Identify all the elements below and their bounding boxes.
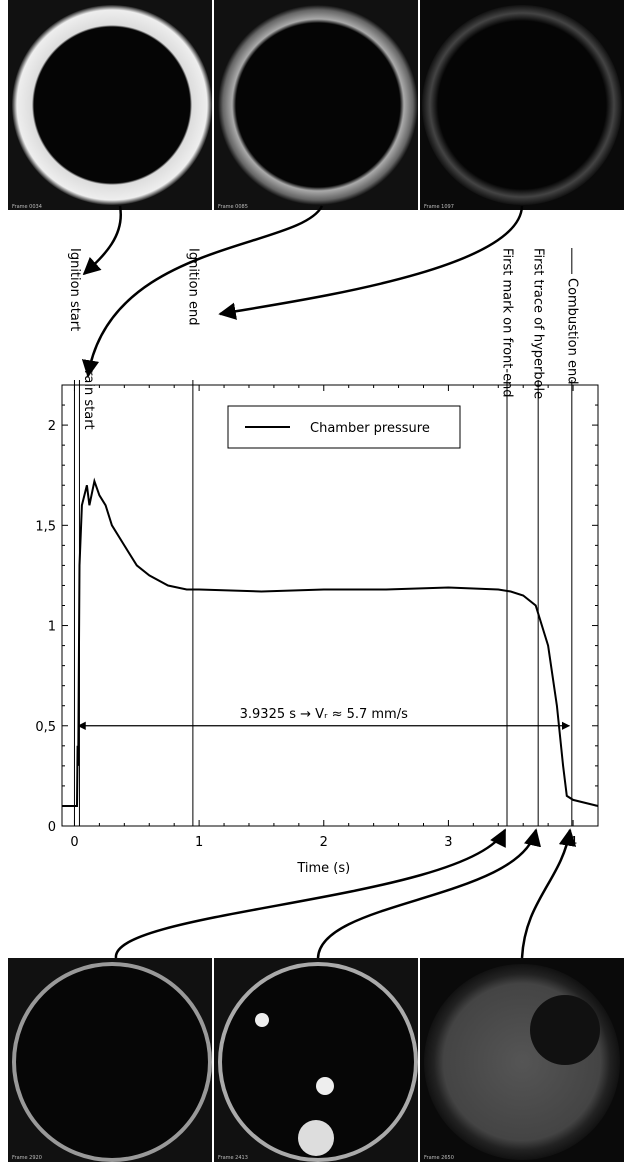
arrows [81, 205, 577, 959]
frame-label: Frame 2920 [12, 1155, 42, 1161]
plot-frame [61, 384, 599, 827]
event-label: First mark on front-end [500, 248, 515, 398]
event-label: Ignition start [67, 248, 82, 331]
x-tick-label: 1 [195, 835, 203, 850]
event-label: Combustion end [564, 278, 579, 384]
pressure-line [62, 477, 599, 807]
frame-label: Frame 2650 [424, 1155, 454, 1161]
event-label: Ignition end [185, 248, 200, 325]
x-tick-label: 3 [444, 835, 452, 850]
y-tick-label: 1,5 [35, 519, 56, 534]
y-tick-label: 0,5 [35, 720, 56, 735]
frame-label: Frame 2413 [218, 1155, 248, 1161]
frame-label: Frame 0034 [12, 204, 42, 210]
frame-label: Frame 0085 [218, 204, 248, 210]
duration-label: 3.9325 s → Vᵣ ≈ 5.7 mm/s [240, 707, 408, 722]
y-tick-label: 2 [48, 419, 56, 434]
x-axis-label: Time (s) [296, 861, 350, 876]
x-tick-label: 4 [569, 835, 577, 850]
x-tick-label: 0 [70, 835, 78, 850]
top-photos [8, 0, 624, 210]
y-tick-label: 1 [48, 620, 56, 635]
y-tick-label: 0 [48, 820, 56, 835]
x-tick-label: 2 [320, 835, 328, 850]
frame-label: Frame 1097 [424, 204, 454, 210]
event-label: Grain start [81, 360, 96, 430]
bottom-photos [8, 958, 624, 1162]
legend-label: Chamber pressure [310, 421, 430, 436]
event-label: First trace of hyperbole [531, 248, 546, 399]
